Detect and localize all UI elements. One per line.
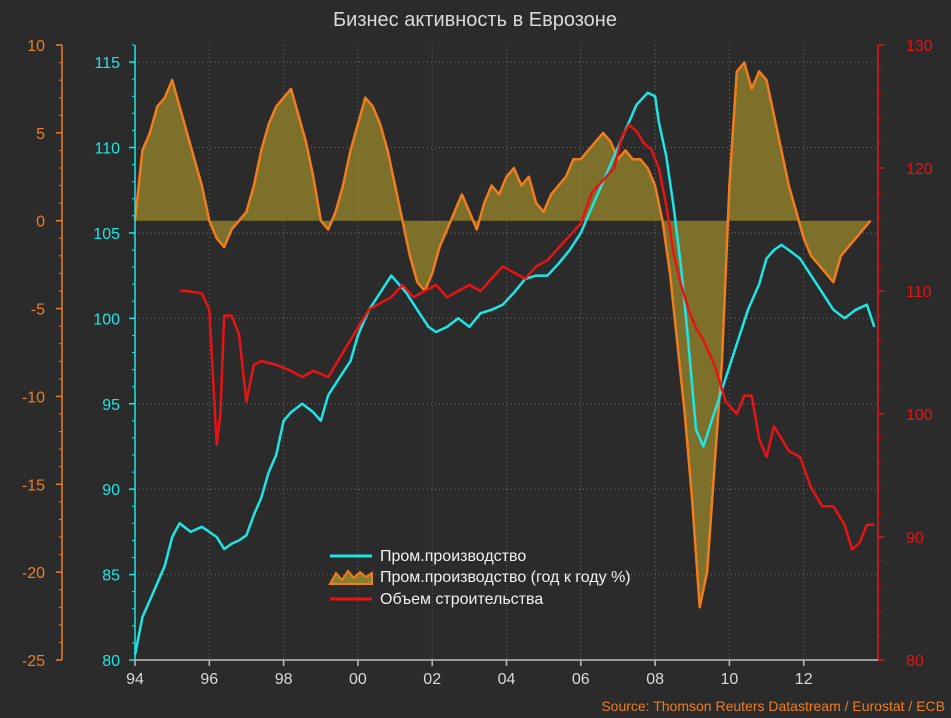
construction-output-series bbox=[179, 123, 875, 551]
source-note: Source: Thomson Reuters Datastream / Eur… bbox=[601, 698, 945, 714]
legend-swatch-orange bbox=[328, 569, 373, 585]
industrial-production-line bbox=[133, 91, 876, 656]
tick-label-x-98: 98 bbox=[275, 671, 293, 688]
tick-label-orange--20: -20 bbox=[22, 565, 45, 582]
tick-label-red-120: 120 bbox=[906, 161, 933, 178]
tick-label-orange-10: 10 bbox=[27, 38, 45, 55]
legend-label-industrial-production: Пром.производство bbox=[380, 548, 526, 565]
tick-label-cyan-90: 90 bbox=[102, 482, 120, 499]
tick-label-x-06: 06 bbox=[572, 671, 590, 688]
tick-label-cyan-105: 105 bbox=[93, 226, 120, 243]
tick-label-x-00: 00 bbox=[349, 671, 367, 688]
industrial-production-series bbox=[133, 91, 876, 656]
tick-label-orange--15: -15 bbox=[22, 477, 45, 494]
tick-label-cyan-115: 115 bbox=[94, 55, 120, 72]
tick-label-cyan-95: 95 bbox=[102, 397, 120, 414]
legend: Пром.производство Пром.производство (год… bbox=[328, 548, 631, 608]
tick-label-orange--10: -10 bbox=[22, 389, 45, 406]
tick-label-cyan-85: 85 bbox=[102, 568, 120, 585]
tick-label-x-04: 04 bbox=[498, 671, 516, 688]
tick-label-cyan-80: 80 bbox=[102, 653, 120, 670]
tick-label-red-130: 130 bbox=[906, 38, 933, 55]
yoy-area-series bbox=[133, 61, 872, 609]
tick-label-cyan-110: 110 bbox=[94, 141, 120, 158]
tick-label-cyan-100: 100 bbox=[93, 311, 120, 328]
tick-label-x-12: 12 bbox=[795, 671, 813, 688]
tick-label-orange--5: -5 bbox=[31, 302, 45, 319]
tick-label-red-100: 100 bbox=[906, 407, 933, 424]
tick-label-red-80: 80 bbox=[906, 653, 924, 670]
tick-label-orange-5: 5 bbox=[36, 126, 45, 143]
construction-output-line bbox=[179, 123, 875, 551]
chart-title: Бизнес активность в Еврозоне bbox=[333, 9, 617, 31]
tick-label-orange-0: 0 bbox=[36, 214, 45, 231]
legend-label-industrial-production-yoy: Пром.производство (год к году %) bbox=[380, 569, 631, 586]
tick-label-x-08: 08 bbox=[646, 671, 664, 688]
axes: -25 -20 -15 -10 -5 0 5 10 80 85 90 95 100 105 110 115 80… bbox=[22, 38, 933, 688]
tick-label-orange--25: -25 bbox=[22, 653, 45, 670]
yoy-area-line bbox=[133, 61, 872, 609]
tick-label-red-90: 90 bbox=[906, 530, 924, 547]
legend-label-construction: Объем строительства bbox=[380, 591, 543, 608]
tick-label-x-10: 10 bbox=[721, 671, 739, 688]
tick-label-red-110: 110 bbox=[906, 284, 932, 301]
tick-label-x-94: 94 bbox=[126, 671, 144, 688]
tick-label-x-96: 96 bbox=[200, 671, 218, 688]
tick-label-x-02: 02 bbox=[423, 671, 441, 688]
